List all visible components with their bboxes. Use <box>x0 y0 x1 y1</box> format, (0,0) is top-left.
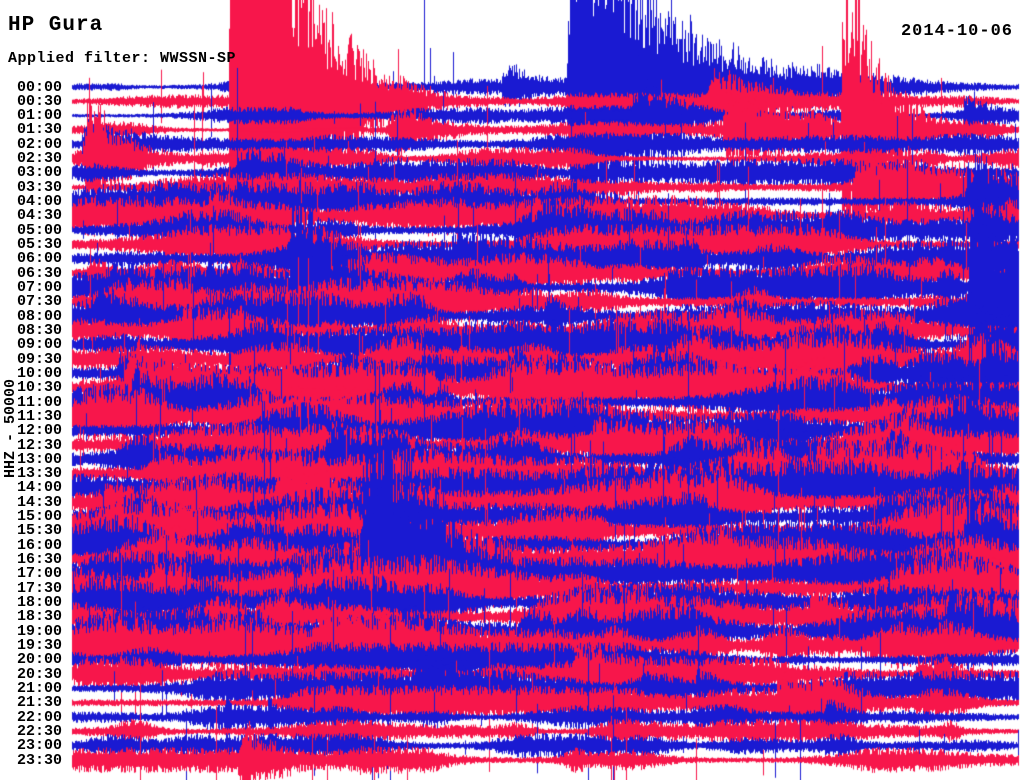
time-label: 17:30 <box>16 580 62 597</box>
time-label: 13:30 <box>16 465 62 482</box>
time-label: 05:30 <box>16 236 62 253</box>
time-label: 22:30 <box>16 723 62 740</box>
time-label: 15:00 <box>16 508 62 525</box>
time-label: 08:30 <box>16 322 62 339</box>
time-label: 00:30 <box>16 93 62 110</box>
time-label: 15:30 <box>16 522 62 539</box>
time-label: 04:30 <box>16 207 62 224</box>
time-label: 09:00 <box>16 336 62 353</box>
time-label: 06:00 <box>16 250 62 267</box>
time-label: 16:00 <box>16 537 62 554</box>
time-label: 10:30 <box>16 379 62 396</box>
time-label: 07:30 <box>16 293 62 310</box>
time-label: 03:00 <box>16 164 62 181</box>
time-label: 20:30 <box>16 666 62 683</box>
time-label: 21:30 <box>16 694 62 711</box>
time-label: 16:30 <box>16 551 62 568</box>
time-label: 06:30 <box>16 265 62 282</box>
time-label: 21:00 <box>16 680 62 697</box>
time-label: 00:00 <box>16 79 62 96</box>
time-label: 20:00 <box>16 651 62 668</box>
time-label: 05:00 <box>16 222 62 239</box>
time-label: 10:00 <box>16 365 62 382</box>
station-title: HP Gura <box>8 14 104 37</box>
time-label: 14:30 <box>16 494 62 511</box>
filter-label: Applied filter: WWSSN-SP <box>8 50 237 67</box>
time-label: 12:30 <box>16 437 62 454</box>
time-label: 09:30 <box>16 351 62 368</box>
time-label: 19:30 <box>16 637 62 654</box>
time-label: 07:00 <box>16 279 62 296</box>
time-label: 22:00 <box>16 709 62 726</box>
time-label: 23:30 <box>16 752 62 769</box>
time-label: 12:00 <box>16 422 62 439</box>
time-label: 03:30 <box>16 179 62 196</box>
time-label: 02:30 <box>16 150 62 167</box>
time-label: 11:30 <box>16 408 62 425</box>
time-label: 13:00 <box>16 451 62 468</box>
time-label: 18:00 <box>16 594 62 611</box>
time-label: 18:30 <box>16 608 62 625</box>
time-label: 01:30 <box>16 121 62 138</box>
time-label: 04:00 <box>16 193 62 210</box>
time-label: 01:00 <box>16 107 62 124</box>
time-label: 23:00 <box>16 737 62 754</box>
time-label: 11:00 <box>16 394 62 411</box>
time-label: 17:00 <box>16 565 62 582</box>
time-label: 08:00 <box>16 308 62 325</box>
time-label: 14:00 <box>16 479 62 496</box>
plot-date: 2014-10-06 <box>900 22 1013 41</box>
time-label: 02:00 <box>16 136 62 153</box>
time-label: 19:00 <box>16 623 62 640</box>
